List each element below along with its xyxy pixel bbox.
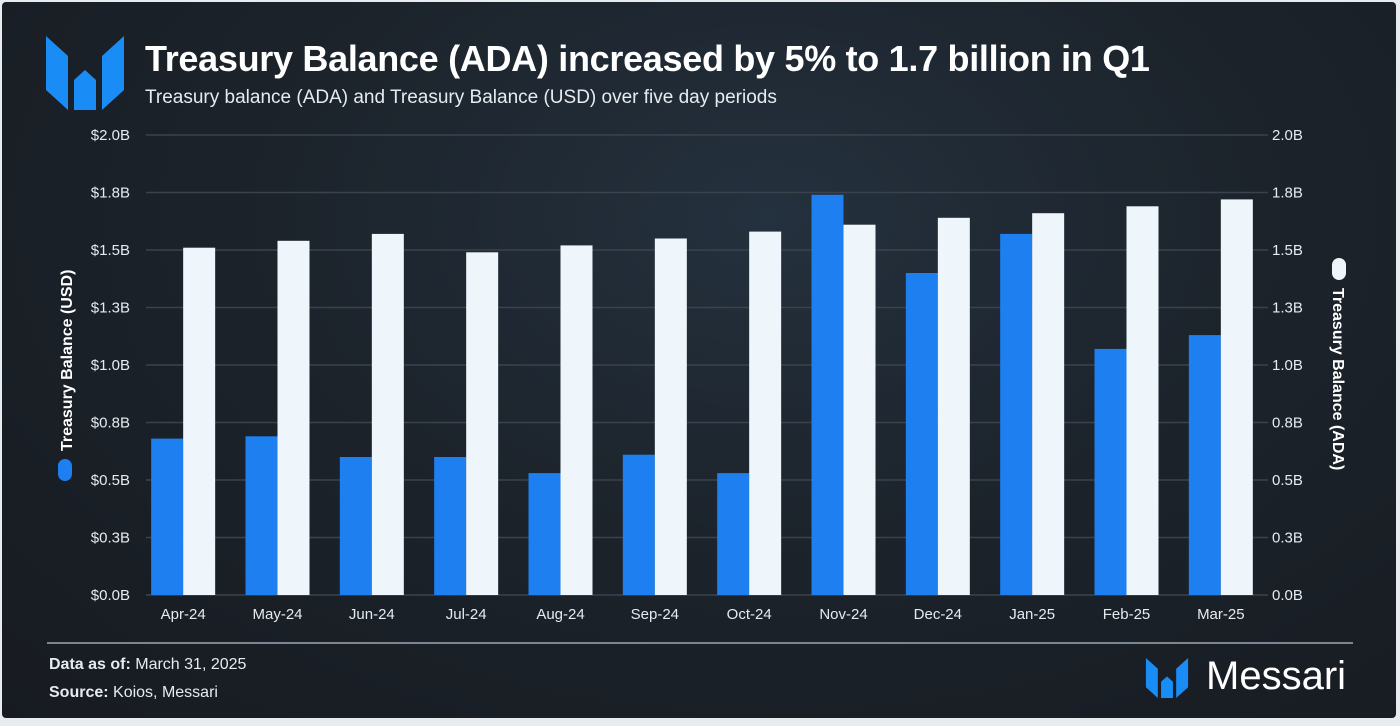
y-tick-label-left: $0.8B [91, 415, 130, 432]
bar-ada [560, 245, 593, 595]
source-value: Koios, Messari [113, 684, 218, 701]
bar-ada [466, 252, 499, 596]
x-tick-label: Aug-24 [536, 606, 584, 623]
bar-ada [1220, 199, 1253, 595]
x-tick-label: Apr-24 [161, 606, 206, 623]
data-as-of-label: Data as of: [49, 656, 131, 673]
x-tick-label: Jan-25 [1009, 606, 1055, 623]
bar-usd [151, 438, 184, 595]
y-tick-label-left: $0.0B [91, 587, 130, 604]
x-tick-label: Jun-24 [349, 606, 395, 623]
legend-swatch-ada [1332, 258, 1346, 280]
bar-usd [528, 473, 561, 595]
y-tick-label-left: $0.5B [91, 472, 130, 489]
chart-subtitle: Treasury balance (ADA) and Treasury Bala… [145, 87, 777, 108]
y-tick-label-left: $2.0B [91, 127, 130, 144]
bar-usd [1094, 348, 1127, 595]
bar-ada [277, 240, 310, 596]
bar-usd [717, 473, 750, 595]
y-tick-label-right: 0.8B [1272, 415, 1303, 432]
y-axis-label-left-text: Treasury Balance (USD) [59, 270, 76, 451]
source: Source: Koios, Messari [49, 684, 218, 702]
x-tick-label: Dec-24 [914, 606, 962, 623]
brand-name: Messari [1206, 654, 1347, 698]
y-tick-label-right: 0.0B [1272, 587, 1303, 604]
footer-divider [47, 642, 1353, 644]
bar-ada [937, 217, 970, 596]
y-tick-label-left: $1.3B [91, 300, 130, 317]
data-as-of: Data as of: March 31, 2025 [49, 656, 246, 674]
y-tick-label-left: $0.3B [91, 530, 130, 547]
bar-usd [811, 194, 844, 596]
bar-ada [1032, 213, 1065, 595]
x-tick-label: Mar-25 [1197, 606, 1245, 623]
bar-ada [654, 238, 687, 595]
y-tick-label-right: 1.0B [1272, 357, 1303, 374]
bar-usd [339, 457, 372, 595]
messari-brand-icon [1145, 658, 1189, 698]
y-axis-label-right: Treasury Balance (ADA) [1329, 258, 1346, 470]
bar-ada [843, 224, 876, 595]
data-as-of-value: March 31, 2025 [135, 656, 247, 673]
bar-usd [434, 457, 467, 595]
y-axis-label-right-text: Treasury Balance (ADA) [1329, 288, 1346, 470]
chart-title: Treasury Balance (ADA) increased by 5% t… [145, 38, 1150, 79]
x-tick-label: Oct-24 [727, 606, 772, 623]
y-tick-label-right: 0.3B [1272, 530, 1303, 547]
bar-usd [245, 436, 278, 595]
x-tick-label: Sep-24 [631, 606, 679, 623]
bar-ada [1126, 206, 1159, 596]
y-tick-label-left: $1.0B [91, 357, 130, 374]
x-tick-label: Nov-24 [819, 606, 867, 623]
bar-ada [371, 233, 404, 595]
y-tick-label-right: 2.0B [1272, 127, 1303, 144]
bar-usd [1188, 335, 1221, 595]
x-tick-label: Feb-25 [1103, 606, 1151, 623]
y-tick-label-left: $1.8B [91, 185, 130, 202]
bar-ada [749, 231, 782, 595]
bar-ada [183, 247, 216, 595]
bar-usd [622, 454, 655, 595]
y-tick-label-right: 1.3B [1272, 300, 1303, 317]
y-tick-label-right: 1.8B [1272, 185, 1303, 202]
bar-usd [905, 273, 938, 595]
source-label: Source: [49, 684, 109, 701]
x-tick-label: May-24 [252, 606, 302, 623]
y-axis-label-left: Treasury Balance (USD) [58, 270, 76, 481]
y-tick-label-right: 0.5B [1272, 472, 1303, 489]
y-tick-label-left: $1.5B [91, 242, 130, 259]
y-tick-label-right: 1.5B [1272, 242, 1303, 259]
messari-logo-icon [46, 36, 124, 110]
legend-swatch-usd [58, 459, 72, 481]
x-tick-label: Jul-24 [446, 606, 487, 623]
bar-usd [1000, 233, 1033, 595]
